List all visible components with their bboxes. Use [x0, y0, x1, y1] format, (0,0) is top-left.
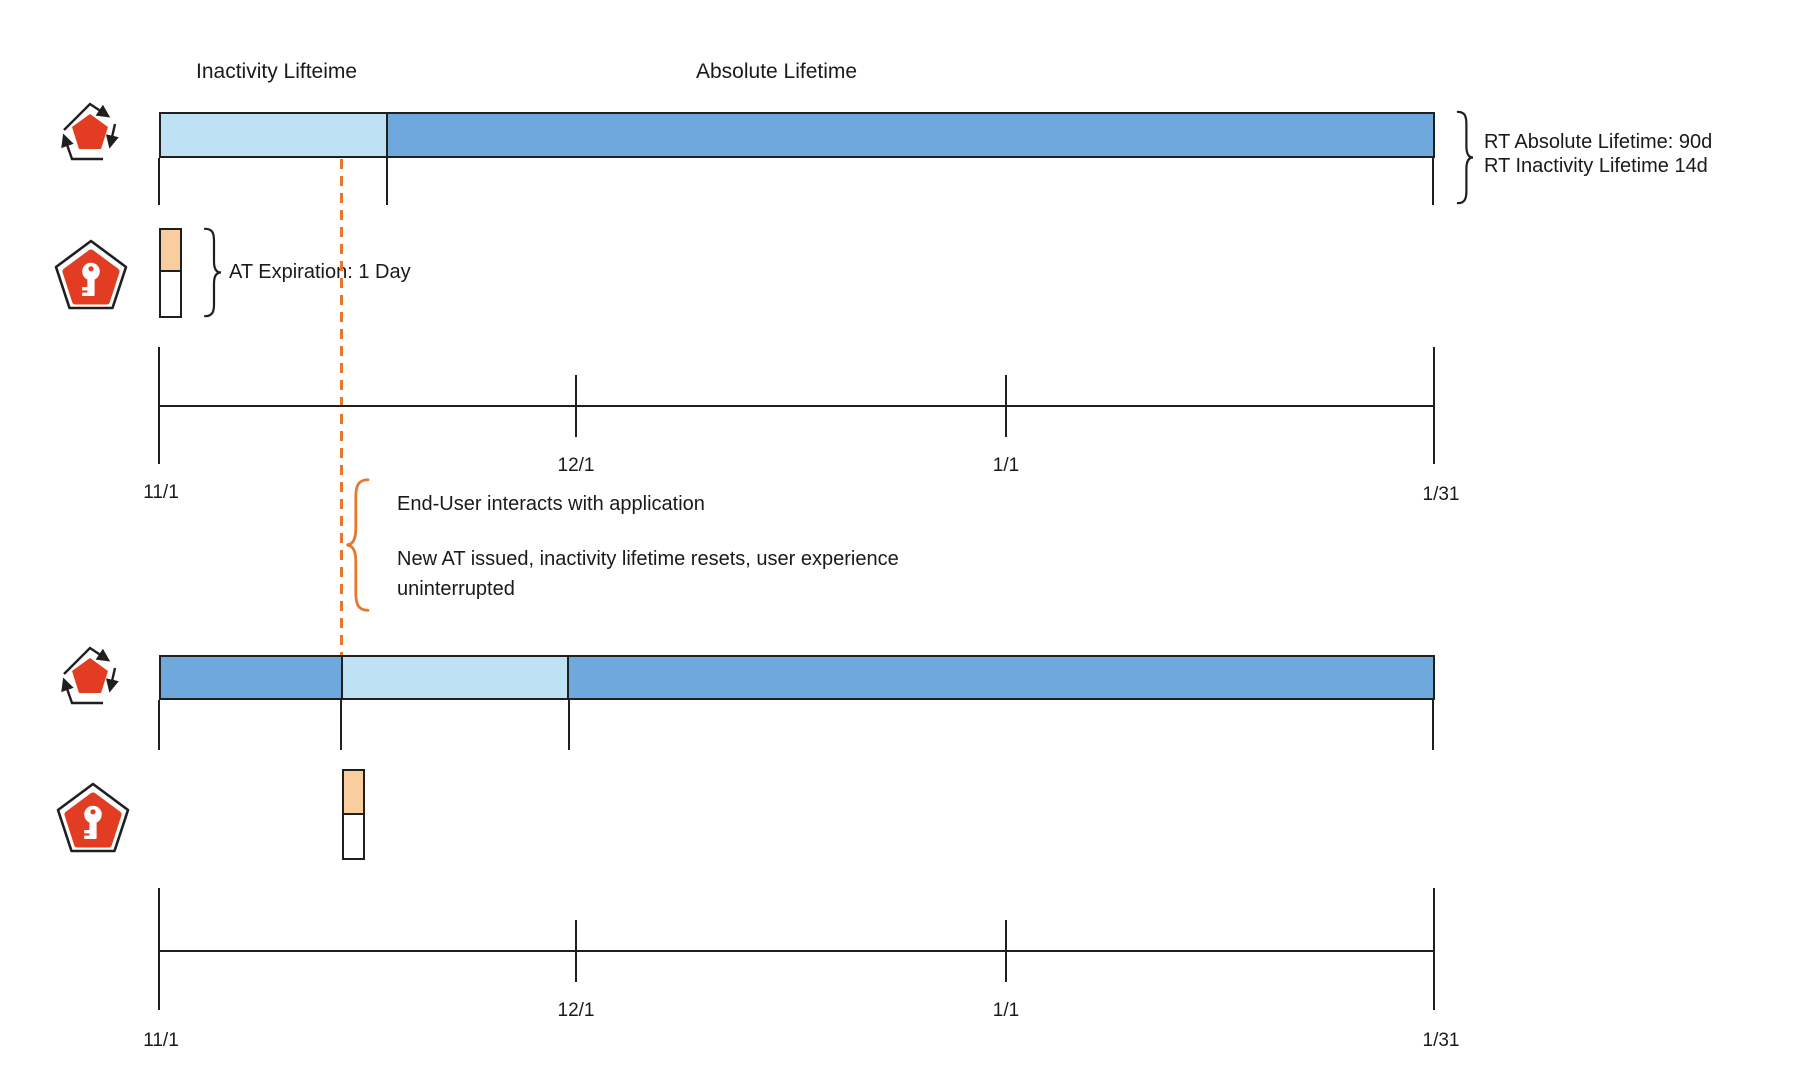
- rt-bar-1-absolute-segment: [386, 114, 1433, 156]
- at-bar-1: [159, 228, 182, 318]
- rt-bracket-brace: [1455, 110, 1474, 205]
- access-token-icon: [53, 238, 129, 312]
- timeline-2-label-3: 1/31: [1422, 1030, 1460, 1051]
- rt-inactivity-lifetime-note: RT Inactivity Lifetime 14d: [1484, 155, 1708, 177]
- interaction-note-line1: End-User interacts with application: [397, 493, 705, 515]
- access-token-icon: [55, 781, 131, 855]
- at-bar-2-lifetime-cell: [342, 769, 365, 815]
- inactivity-lifetime-label: Inactivity Lifteime: [196, 60, 358, 83]
- guide-line: [158, 158, 160, 205]
- interaction-brace: [345, 477, 372, 613]
- interaction-dashed-line: [340, 159, 343, 657]
- timeline-1-label-0: 11/1: [143, 482, 179, 503]
- rt-bar-1-inactivity-segment: [161, 114, 386, 156]
- at-bar-2: [342, 769, 365, 860]
- guide-line: [158, 700, 160, 750]
- timeline-2-label-1: 12/1: [557, 1000, 595, 1021]
- timeline-2-tick: [575, 920, 577, 982]
- timeline-1-tick-end: [1433, 347, 1435, 464]
- timeline-2-tick-end: [1433, 888, 1435, 1010]
- rt-absolute-lifetime-note: RT Absolute Lifetime: 90d: [1484, 131, 1713, 153]
- timeline-2-tick: [1005, 920, 1007, 982]
- interaction-note-line2: New AT issued, inactivity lifetime reset…: [397, 548, 899, 600]
- timeline-1-tick-start: [158, 347, 160, 464]
- timeline-2-label-0: 11/1: [143, 1030, 179, 1051]
- guide-line: [1432, 158, 1434, 205]
- timeline-2-label-2: 1/1: [992, 1000, 1020, 1021]
- timeline-1-label-2: 1/1: [992, 455, 1020, 476]
- rt-bar-2-elapsed-segment: [161, 657, 341, 698]
- at-expiration-label: AT Expiration: 1 Day: [229, 261, 411, 283]
- guide-line: [386, 158, 388, 205]
- at-bracket-brace: [202, 227, 222, 318]
- timeline-1-axis: [159, 405, 1435, 407]
- timeline-2-tick-start: [158, 888, 160, 1010]
- absolute-lifetime-label: Absolute Lifetime: [696, 60, 858, 83]
- guide-line: [568, 700, 570, 750]
- at-bar-1-expired-cell: [159, 272, 182, 318]
- guide-line: [340, 700, 342, 750]
- timeline-1-tick: [1005, 375, 1007, 437]
- rt-bar-2-inactivity-segment: [341, 657, 567, 698]
- rt-bar-2: [159, 655, 1435, 700]
- rt-bar-2-absolute-segment: [567, 657, 1433, 698]
- timeline-1-tick: [575, 375, 577, 437]
- at-bar-1-lifetime-cell: [159, 228, 182, 272]
- at-bar-2-expired-cell: [342, 815, 365, 860]
- refresh-token-icon: [56, 99, 124, 165]
- timeline-1-label-1: 12/1: [557, 455, 595, 476]
- refresh-token-icon: [56, 643, 124, 709]
- guide-line: [1432, 700, 1434, 750]
- timeline-1-label-3: 1/31: [1422, 484, 1460, 505]
- timeline-2-axis: [159, 950, 1435, 952]
- rt-bar-1: [159, 112, 1435, 158]
